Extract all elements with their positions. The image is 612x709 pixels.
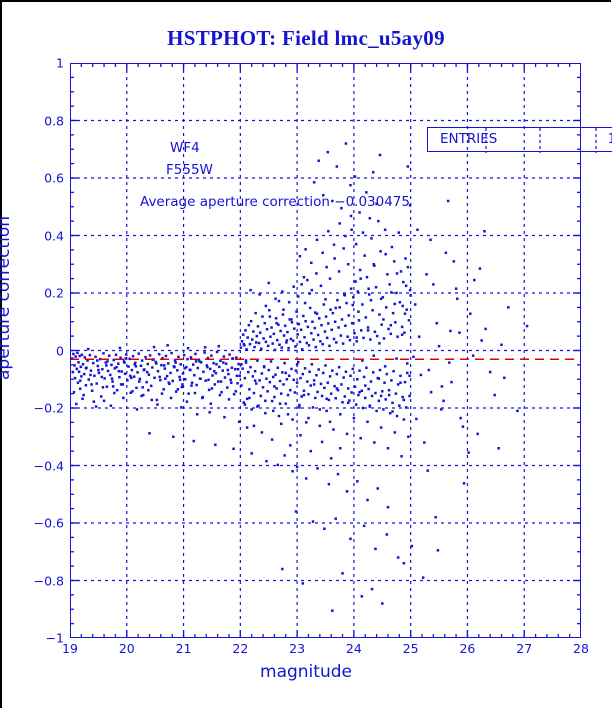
x-tick-label: 21 [175, 641, 192, 656]
entries-value: 1002 [607, 131, 612, 147]
y-tick-label: −0.2 [33, 400, 64, 416]
y-tick-label: 0.8 [44, 113, 64, 128]
y-tick-label: 0.2 [44, 285, 64, 301]
y-tick-label: 0.6 [44, 170, 64, 186]
y-tick-label: −1 [45, 630, 64, 646]
y-axis-title: aperture correction [0, 216, 14, 380]
x-tick-label: 19 [62, 641, 78, 656]
x-tick-label: 22 [232, 641, 249, 656]
y-tick-label: 0.4 [44, 228, 64, 243]
x-axis-title: magnitude [260, 662, 352, 682]
y-tick-label: 0 [56, 343, 64, 358]
plot-frame [70, 63, 581, 638]
x-tick-label: 27 [516, 641, 533, 656]
entries-label: ENTRIES [440, 131, 498, 147]
entries-box-dividers [485, 128, 597, 153]
y-tick-label: −0.6 [33, 515, 64, 531]
y-tick-label: 1 [56, 55, 64, 71]
annotation-filter: F555W [166, 162, 213, 178]
x-tick-label: 28 [573, 641, 589, 656]
x-tick-label: 24 [345, 641, 362, 656]
y-tick-label: −0.8 [33, 573, 64, 588]
x-tick-label: 25 [402, 641, 419, 656]
scatter-points-layer [71, 142, 529, 612]
annotation-average-correction: Average aperture correction −0.030475 [140, 194, 410, 210]
x-tick-label: 26 [459, 641, 476, 656]
y-tick-label: −0.4 [33, 458, 64, 473]
average-reference-line [70, 358, 581, 361]
x-tick-label: 20 [118, 641, 135, 656]
annotation-chip: WF4 [170, 140, 200, 156]
page-title: HSTPHOT: Field lmc_u5ay09 [167, 26, 445, 50]
scatter-plot-area: WF4 F555W Average aperture correction −0… [70, 63, 612, 638]
x-tick-label: 23 [289, 641, 306, 656]
entries-box: ENTRIES 1002 [427, 127, 612, 153]
plot-gridlines [70, 63, 581, 638]
